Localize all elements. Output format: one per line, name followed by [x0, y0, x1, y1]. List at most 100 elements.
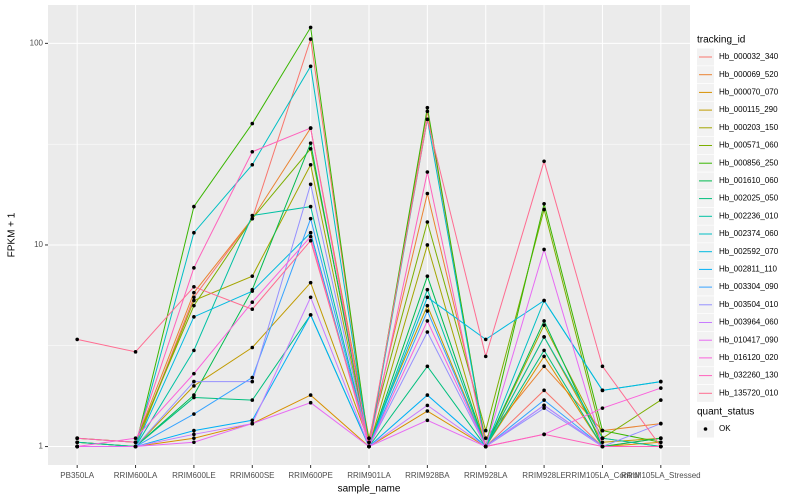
data-point — [250, 418, 255, 423]
data-point — [483, 428, 488, 433]
data-point — [192, 295, 196, 300]
data-point — [250, 345, 255, 350]
data-point — [308, 162, 313, 167]
data-point — [133, 444, 138, 449]
data-point — [483, 354, 488, 359]
data-point — [425, 319, 430, 323]
legend-label: Hb_003504_010 — [719, 300, 779, 309]
legend-label: Hb_010417_090 — [719, 335, 779, 344]
y-tick-label: 1 — [39, 442, 44, 451]
legend-label: Hb_000203_150 — [719, 123, 779, 132]
data-point — [75, 436, 79, 441]
data-point — [308, 25, 313, 30]
data-point — [192, 230, 196, 235]
data-point — [425, 418, 430, 423]
legend-label: Hb_002236_010 — [719, 211, 779, 220]
data-point — [425, 409, 430, 413]
data-point — [659, 421, 663, 426]
data-point — [250, 421, 255, 426]
data-point — [425, 330, 430, 334]
data-point — [425, 287, 430, 292]
legend-label: OK — [719, 424, 731, 433]
data-point — [542, 323, 546, 327]
legend-label: Hb_002811_110 — [719, 265, 778, 274]
data-point — [600, 436, 605, 441]
legend-label: Hb_135720_010 — [719, 388, 779, 397]
data-point — [133, 440, 138, 445]
data-point — [250, 307, 255, 312]
data-point — [425, 243, 430, 247]
data-point — [192, 371, 196, 376]
data-point — [308, 126, 313, 130]
data-point — [192, 266, 196, 270]
legend-label: Hb_002592_070 — [719, 247, 779, 256]
x-tick-label: RRIM901LA — [347, 471, 391, 480]
data-point — [483, 337, 488, 342]
legend-label: Hb_000032_340 — [719, 52, 779, 61]
data-point — [425, 220, 430, 224]
data-point — [308, 295, 313, 300]
data-point — [659, 386, 663, 390]
legend-title: tracking_id — [697, 35, 745, 46]
data-point — [308, 64, 313, 69]
data-point — [542, 388, 546, 393]
data-point — [367, 444, 371, 449]
data-point — [192, 428, 196, 433]
data-point — [600, 428, 605, 433]
x-tick-label: RRIM105LA_Control — [566, 471, 640, 480]
data-point — [133, 436, 138, 441]
data-point — [250, 216, 255, 221]
data-point — [250, 162, 255, 167]
legend-label: Hb_000571_060 — [719, 141, 779, 150]
data-point — [425, 170, 430, 174]
data-point — [192, 204, 196, 209]
data-point — [542, 335, 546, 339]
data-point — [250, 398, 255, 402]
data-point — [308, 234, 313, 239]
data-point — [425, 309, 430, 313]
data-point — [192, 412, 196, 416]
data-point — [250, 300, 255, 305]
legend-label: Hb_000070_070 — [719, 88, 779, 97]
data-point — [600, 444, 605, 449]
x-tick-label: RRIM600SE — [230, 471, 274, 480]
data-point — [308, 238, 313, 243]
data-point — [425, 191, 430, 196]
data-point — [192, 298, 196, 303]
data-point — [600, 388, 605, 393]
data-point — [308, 141, 313, 145]
x-tick-label: RRIM600PE — [288, 471, 332, 480]
legend-label: Hb_000856_250 — [719, 158, 779, 167]
data-point — [192, 393, 196, 397]
data-point — [659, 444, 663, 449]
data-point — [542, 406, 546, 410]
data-point — [75, 440, 79, 445]
x-tick-label: RRIM600LA — [114, 471, 158, 480]
data-point — [659, 379, 663, 384]
data-point — [425, 109, 430, 114]
data-point — [483, 444, 488, 449]
legend-label: Hb_002374_060 — [719, 229, 779, 238]
data-point — [250, 213, 255, 218]
x-tick-label: RRIM600LE — [172, 471, 216, 480]
data-point — [192, 436, 196, 441]
data-point — [542, 207, 546, 212]
data-point — [192, 315, 196, 319]
legend-label: Hb_016120_020 — [719, 353, 779, 362]
data-point — [542, 432, 546, 437]
data-point — [75, 337, 79, 342]
x-tick-label: RRIM928BA — [405, 471, 450, 480]
data-point — [192, 303, 196, 308]
data-point — [483, 436, 488, 441]
data-point — [308, 216, 313, 221]
data-point — [308, 204, 313, 209]
data-point — [250, 375, 255, 380]
y-axis-title: FPKM + 1 — [7, 212, 18, 257]
data-point — [250, 149, 255, 154]
data-point — [192, 285, 196, 289]
data-point — [542, 247, 546, 252]
x-tick-label: RRIM928LE — [522, 471, 566, 480]
x-tick-label: RRIM105LA_Stressed — [621, 471, 701, 480]
data-point — [425, 393, 430, 397]
data-point — [133, 350, 138, 354]
